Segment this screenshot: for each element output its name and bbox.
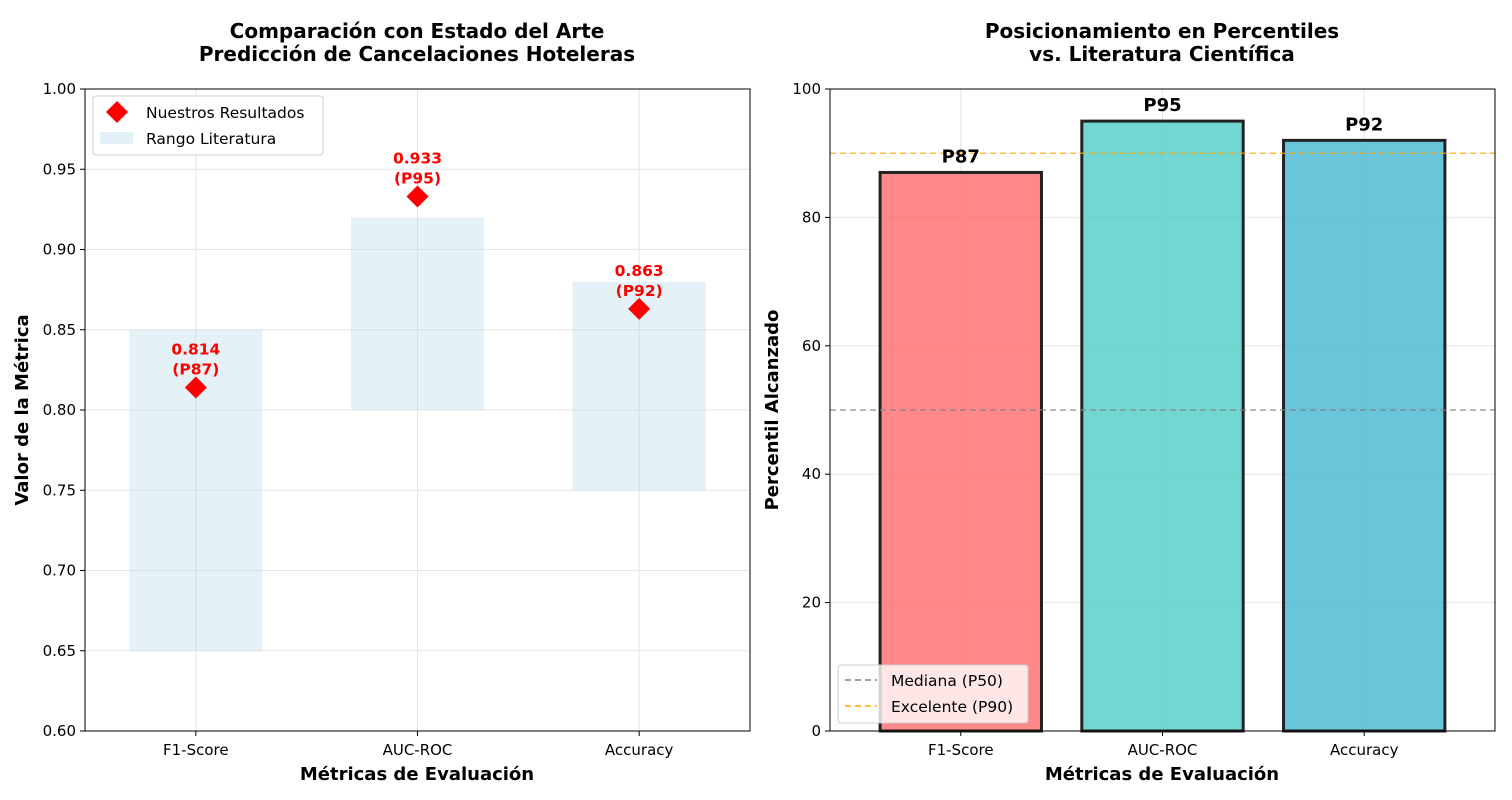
left-y-ticks: 0.60 0.65 0.70 0.75 0.80 0.85 0.90 0.95 1.00 <box>43 80 85 740</box>
result-value-label: 0.933 <box>393 150 442 168</box>
left-legend: Nuestros Resultados Rango Literatura <box>92 95 324 156</box>
left-y-tick-label: 0.75 <box>43 481 76 499</box>
result-percentile-label: (P92) <box>616 282 663 300</box>
left-y-tick-label: 0.80 <box>43 401 76 419</box>
right-legend-box <box>837 664 1029 724</box>
literature-range-bar <box>351 217 484 410</box>
percentile-bar-label: P87 <box>942 146 980 167</box>
right-y-tick-label: 0 <box>811 722 821 740</box>
left-y-tick-label: 0.70 <box>43 562 76 580</box>
legend-item-excellent: Excelente (P90) <box>891 698 1013 716</box>
left-value-labels: 0.814 (P87) 0.933 (P95) 0.863 (P92) <box>171 150 663 379</box>
right-y-tick-label: 100 <box>792 80 821 98</box>
result-point-diamond <box>628 297 651 320</box>
left-x-ticks: F1-Score AUC-ROC Accuracy <box>163 731 674 759</box>
legend-item-results: Nuestros Resultados <box>146 104 304 122</box>
left-chart-title-line-2: Predicción de Cancelaciones Hoteleras <box>199 42 635 66</box>
left-y-tick-label: 0.85 <box>43 321 76 339</box>
legend-diamond-marker <box>106 101 128 123</box>
right-x-tick-label: F1-Score <box>928 741 994 759</box>
right-x-tick-label: Accuracy <box>1330 741 1399 759</box>
right-bars <box>878 119 1447 733</box>
result-point-diamond <box>184 376 207 399</box>
left-x-tick-label: Accuracy <box>605 741 674 759</box>
left-y-tick-label: 0.90 <box>43 241 76 259</box>
left-chart: Comparación con Estado del Arte Predicci… <box>12 19 751 785</box>
right-y-tick-label: 80 <box>802 208 821 226</box>
right-reference-lines <box>830 152 1495 411</box>
result-percentile-label: (P87) <box>172 361 219 379</box>
legend-item-median: Mediana (P50) <box>891 672 1003 690</box>
left-result-points <box>184 185 651 399</box>
right-chart: Posicionamiento en Percentiles vs. Liter… <box>762 19 1496 785</box>
percentile-bar <box>1282 138 1447 733</box>
percentile-bar-label: P92 <box>1345 114 1383 135</box>
left-legend-box <box>92 95 324 156</box>
right-y-tick-label: 60 <box>802 337 821 355</box>
right-bar-labels: P87 P95 P92 <box>942 95 1384 167</box>
left-y-tick-label: 1.00 <box>43 80 76 98</box>
right-legend: Mediana (P50) Excelente (P90) <box>837 664 1029 724</box>
right-x-tick-label: AUC-ROC <box>1128 741 1198 759</box>
left-y-tick-label: 0.95 <box>43 160 76 178</box>
legend-item-range: Rango Literatura <box>146 130 276 148</box>
percentile-bar <box>1080 119 1245 733</box>
right-y-axis-label: Percentil Alcanzado <box>762 310 783 511</box>
left-chart-title-line-1: Comparación con Estado del Arte <box>230 19 605 43</box>
right-x-axis-label: Métricas de Evaluación <box>1045 764 1279 785</box>
right-y-tick-label: 20 <box>802 594 821 612</box>
result-point-diamond <box>406 185 429 208</box>
right-chart-title-line-2: vs. Literatura Científica <box>1029 42 1295 66</box>
right-x-ticks: F1-Score AUC-ROC Accuracy <box>928 731 1399 759</box>
result-value-label: 0.814 <box>171 341 220 359</box>
right-y-tick-label: 40 <box>802 465 821 483</box>
left-x-tick-label: F1-Score <box>163 741 229 759</box>
left-y-axis-label: Valor de la Métrica <box>12 314 33 505</box>
legend-range-swatch <box>100 132 133 144</box>
percentile-bar <box>878 170 1043 733</box>
left-y-tick-label: 0.65 <box>43 642 76 660</box>
percentile-bar-label: P95 <box>1143 95 1181 116</box>
result-percentile-label: (P95) <box>394 170 441 188</box>
left-x-tick-label: AUC-ROC <box>383 741 453 759</box>
right-chart-title-line-1: Posicionamiento en Percentiles <box>985 19 1339 43</box>
result-value-label: 0.863 <box>615 262 664 280</box>
left-x-axis-label: Métricas de Evaluación <box>300 764 534 785</box>
left-y-tick-label: 0.60 <box>43 722 76 740</box>
right-y-ticks: 0 20 40 60 80 100 <box>792 80 830 740</box>
